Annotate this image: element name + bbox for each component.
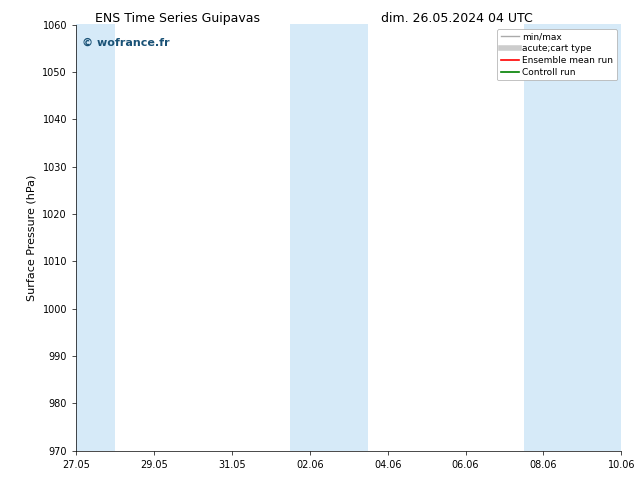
Bar [76, 24, 115, 451]
Bar [290, 24, 368, 451]
Y-axis label: Surface Pressure (hPa): Surface Pressure (hPa) [27, 174, 37, 301]
Text: ENS Time Series Guipavas: ENS Time Series Guipavas [95, 12, 260, 25]
Bar [524, 24, 621, 451]
Text: dim. 26.05.2024 04 UTC: dim. 26.05.2024 04 UTC [380, 12, 533, 25]
Text: © wofrance.fr: © wofrance.fr [82, 37, 169, 48]
Legend: min/max, acute;cart type, Ensemble mean run, Controll run: min/max, acute;cart type, Ensemble mean … [497, 29, 617, 80]
